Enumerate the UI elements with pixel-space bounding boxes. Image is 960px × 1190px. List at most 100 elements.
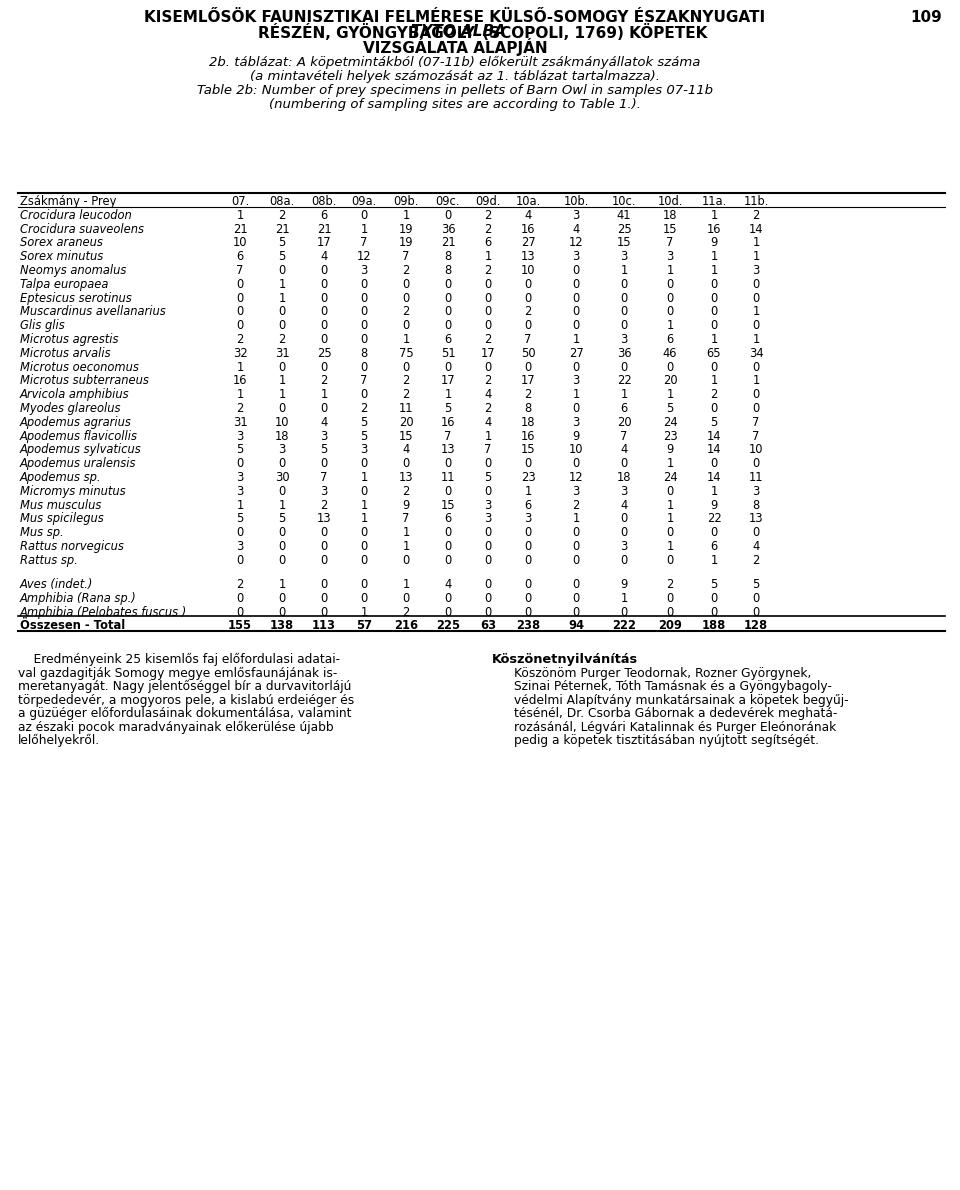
Text: 0: 0: [236, 306, 244, 319]
Text: 0: 0: [524, 578, 532, 591]
Text: 0: 0: [620, 306, 628, 319]
Text: 5: 5: [236, 444, 244, 457]
Text: 24: 24: [662, 471, 678, 484]
Text: 17: 17: [481, 346, 495, 359]
Text: 2: 2: [236, 402, 244, 415]
Text: 0: 0: [444, 591, 451, 605]
Text: 5: 5: [278, 513, 286, 526]
Text: 0: 0: [524, 319, 532, 332]
Text: 1: 1: [278, 388, 286, 401]
Text: TYTO ALBA: TYTO ALBA: [411, 24, 506, 39]
Text: 4: 4: [485, 415, 492, 428]
Text: Sorex minutus: Sorex minutus: [20, 250, 104, 263]
Text: 11: 11: [398, 402, 413, 415]
Text: lelőhelyekről.: lelőhelyekről.: [18, 734, 100, 747]
Text: 0: 0: [485, 591, 492, 605]
Text: 0: 0: [321, 277, 327, 290]
Text: 11: 11: [441, 471, 455, 484]
Text: 0: 0: [666, 361, 674, 374]
Text: 50: 50: [520, 346, 536, 359]
Text: 0: 0: [444, 553, 451, 566]
Text: 1: 1: [360, 499, 368, 512]
Text: 113: 113: [312, 619, 336, 632]
Text: val gazdagitják Somogy megye emlősfaunájának is-: val gazdagitják Somogy megye emlősfaunáj…: [18, 666, 337, 679]
Text: rozásánál, Légvári Katalinnak és Purger Eleónorának: rozásánál, Légvári Katalinnak és Purger …: [514, 721, 836, 734]
Text: 9: 9: [710, 237, 718, 250]
Text: 0: 0: [572, 606, 580, 619]
Text: 0: 0: [402, 591, 410, 605]
Text: 75: 75: [398, 346, 414, 359]
Text: 10: 10: [749, 444, 763, 457]
Text: 10d.: 10d.: [658, 195, 683, 208]
Text: 0: 0: [524, 292, 532, 305]
Text: 6: 6: [321, 208, 327, 221]
Text: 0: 0: [321, 319, 327, 332]
Text: 0: 0: [360, 591, 368, 605]
Text: 3: 3: [360, 444, 368, 457]
Text: Muscardinus avellanarius: Muscardinus avellanarius: [20, 306, 166, 319]
Text: 2: 2: [402, 484, 410, 497]
Text: 2: 2: [402, 606, 410, 619]
Text: 1: 1: [360, 606, 368, 619]
Text: 4: 4: [620, 444, 628, 457]
Text: 6: 6: [236, 250, 244, 263]
Text: Microtus agrestis: Microtus agrestis: [20, 333, 118, 346]
Text: 2: 2: [402, 264, 410, 277]
Text: 1: 1: [402, 540, 410, 553]
Text: 0: 0: [666, 484, 674, 497]
Text: Apodemus agrarius: Apodemus agrarius: [20, 415, 132, 428]
Text: 14: 14: [707, 471, 721, 484]
Text: 0: 0: [753, 292, 759, 305]
Text: 2: 2: [484, 375, 492, 388]
Text: 216: 216: [394, 619, 418, 632]
Text: VIZSGÁLATA ALAPJÁN: VIZSGÁLATA ALAPJÁN: [363, 38, 547, 56]
Text: 0: 0: [321, 457, 327, 470]
Text: 21: 21: [317, 223, 331, 236]
Text: 0: 0: [321, 333, 327, 346]
Text: 0: 0: [753, 402, 759, 415]
Text: 3: 3: [360, 264, 368, 277]
Text: 1: 1: [402, 578, 410, 591]
Text: 225: 225: [436, 619, 460, 632]
Text: 1: 1: [666, 513, 674, 526]
Text: 0: 0: [278, 484, 286, 497]
Text: 5: 5: [484, 471, 492, 484]
Text: Aves (indet.): Aves (indet.): [20, 578, 93, 591]
Text: 5: 5: [710, 415, 718, 428]
Text: 0: 0: [524, 606, 532, 619]
Text: 0: 0: [753, 388, 759, 401]
Text: 188: 188: [702, 619, 726, 632]
Text: 1: 1: [572, 388, 580, 401]
Text: 19: 19: [398, 223, 413, 236]
Text: 0: 0: [444, 457, 451, 470]
Text: 2b. táblázat: A köpetmintákból (07-11b) előkerült zsákmányállatok száma: 2b. táblázat: A köpetmintákból (07-11b) …: [209, 56, 701, 69]
Text: Eptesicus serotinus: Eptesicus serotinus: [20, 292, 132, 305]
Text: 0: 0: [572, 457, 580, 470]
Text: 0: 0: [236, 553, 244, 566]
Text: 0: 0: [485, 292, 492, 305]
Text: 09d.: 09d.: [475, 195, 501, 208]
Text: 0: 0: [620, 606, 628, 619]
Text: 14: 14: [707, 444, 721, 457]
Text: 2: 2: [278, 208, 286, 221]
Text: 1: 1: [236, 499, 244, 512]
Text: 0: 0: [360, 361, 368, 374]
Text: 21: 21: [232, 223, 248, 236]
Text: 0: 0: [572, 277, 580, 290]
Text: Mus musculus: Mus musculus: [20, 499, 102, 512]
Text: 5: 5: [278, 237, 286, 250]
Text: 17: 17: [317, 237, 331, 250]
Text: Mus sp.: Mus sp.: [20, 526, 63, 539]
Text: 0: 0: [278, 606, 286, 619]
Text: 15: 15: [441, 499, 455, 512]
Text: 0: 0: [710, 306, 718, 319]
Text: 13: 13: [398, 471, 414, 484]
Text: 0: 0: [236, 292, 244, 305]
Text: 22: 22: [616, 375, 632, 388]
Text: 1: 1: [753, 333, 759, 346]
Text: 7: 7: [402, 250, 410, 263]
Text: 14: 14: [749, 223, 763, 236]
Text: 0: 0: [753, 591, 759, 605]
Text: 0: 0: [710, 277, 718, 290]
Text: 2: 2: [236, 578, 244, 591]
